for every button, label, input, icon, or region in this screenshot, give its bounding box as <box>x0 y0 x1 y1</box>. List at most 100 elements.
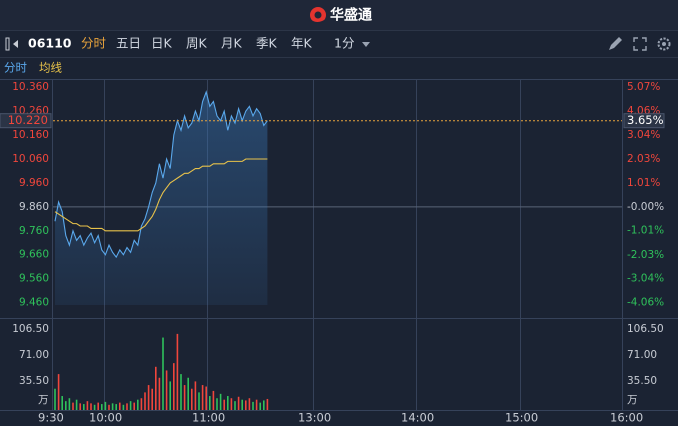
x-tick-label: 15:00 <box>505 411 538 425</box>
volume-bar <box>126 403 128 410</box>
volume-bar <box>219 393 222 410</box>
y2-tick-label: 5.07% <box>627 81 660 93</box>
volume-bar <box>194 381 197 410</box>
plot: 10.36010.26010.16010.0609.9609.8609.7609… <box>0 81 665 425</box>
volume-bar <box>104 401 107 410</box>
legend-entry: 分时 <box>4 61 27 75</box>
last-change-box <box>623 113 665 129</box>
volume-bar <box>101 404 103 410</box>
volume-bar <box>119 402 121 410</box>
tab[interactable]: 日K <box>151 36 173 51</box>
volume-bar <box>83 404 85 410</box>
y2-tick-label: 1.01% <box>627 177 660 189</box>
y2-tick-label: -0.00% <box>627 201 664 213</box>
tab[interactable]: 季K <box>256 36 278 51</box>
volume-bar <box>115 404 117 410</box>
volume-bar <box>140 398 143 410</box>
sidebar-toggle[interactable] <box>5 37 18 51</box>
volume-bar <box>86 401 89 410</box>
x-tick-label: 13:00 <box>298 411 331 425</box>
volume-bar <box>241 399 243 410</box>
volume-bar <box>169 381 171 410</box>
x-tick-label: 9:30 <box>38 411 64 425</box>
y2-tick-label: 2.03% <box>627 153 660 165</box>
volume-bar <box>173 363 175 410</box>
volume-bar <box>97 402 99 410</box>
volume-bar <box>245 400 247 410</box>
x-tick-label: 16:00 <box>610 411 643 425</box>
draw-tool[interactable] <box>609 37 622 50</box>
tab[interactable]: 分时 <box>81 36 107 51</box>
volume-bar <box>162 337 164 410</box>
volume-bar <box>129 401 132 410</box>
volume-bar <box>111 403 114 410</box>
price-area <box>55 91 268 306</box>
volume-bar <box>205 386 207 410</box>
volume-bar <box>209 396 211 410</box>
volume-tick-label: 71.00 <box>19 349 49 361</box>
volume-bar <box>201 385 204 410</box>
volume-bar <box>212 390 215 410</box>
x-tick-label: 11:00 <box>192 411 225 425</box>
app-title: 华盛通 <box>330 7 372 24</box>
volume-bar <box>227 396 229 410</box>
volume-bar <box>93 404 96 410</box>
tab[interactable]: 五日 <box>116 36 141 51</box>
y2-tick-label: -4.06% <box>627 297 664 309</box>
volume-bar <box>144 392 146 410</box>
y-tick-label: 9.960 <box>19 177 49 189</box>
volume-bar <box>248 398 251 410</box>
volume-bar <box>234 401 236 410</box>
volume-bar <box>187 377 189 410</box>
header-bar <box>0 0 678 30</box>
volume-bar <box>54 388 56 410</box>
volume-bar <box>72 402 74 410</box>
volume-bar <box>252 401 254 410</box>
volume-bar <box>198 392 200 410</box>
y-tick-label: 10.360 <box>12 81 49 93</box>
y-tick-label: 10.160 <box>12 129 49 141</box>
tabs: 分时 五日 日K 周K 月K 季K 年K <box>81 36 313 51</box>
volume-unit: 万 <box>627 394 638 406</box>
volume-bar <box>176 333 179 410</box>
tab[interactable]: 周K <box>186 36 208 51</box>
volume-bar <box>68 398 71 410</box>
last-price-label: 10.220 <box>8 113 48 127</box>
volume-bar <box>79 403 81 410</box>
volume-bar <box>75 399 78 410</box>
series-line <box>54 90 268 259</box>
volume-bar <box>263 400 265 410</box>
volume-tick-label: 106.50 <box>12 323 49 335</box>
volume-tick-label: 71.00 <box>627 349 657 361</box>
interval-select[interactable]: 1分 <box>334 36 354 51</box>
y2-tick-label: -2.03% <box>627 249 664 261</box>
tab[interactable]: 月K <box>221 36 243 51</box>
dropdown-arrow[interactable] <box>362 42 370 47</box>
volume-bar <box>90 403 92 410</box>
volume-bar <box>230 398 233 410</box>
y-tick-label: 9.460 <box>19 297 49 309</box>
x-tick-label: 10:00 <box>89 411 122 425</box>
volume-bar <box>137 399 139 410</box>
volume-bar <box>61 396 63 410</box>
volume-bar <box>255 399 258 410</box>
series-line <box>54 158 268 232</box>
y-tick-label: 10.060 <box>12 153 49 165</box>
y-tick-label: 9.860 <box>19 201 49 213</box>
volume-unit: 万 <box>38 394 49 406</box>
volume-bar <box>266 398 269 410</box>
volume-bar <box>165 370 168 410</box>
volume-bar <box>151 388 153 410</box>
fullscreen-button[interactable] <box>633 37 647 51</box>
last-change-label: 3.65% <box>627 113 664 127</box>
settings-button[interactable] <box>657 37 671 51</box>
volume-bar <box>133 402 135 410</box>
tab[interactable]: 年K <box>291 36 313 51</box>
y-tick-label: 9.760 <box>19 225 49 237</box>
volume-bar <box>183 385 186 410</box>
last-price-box <box>0 113 52 129</box>
volume-bar <box>158 377 161 410</box>
volume-bar <box>191 388 193 410</box>
